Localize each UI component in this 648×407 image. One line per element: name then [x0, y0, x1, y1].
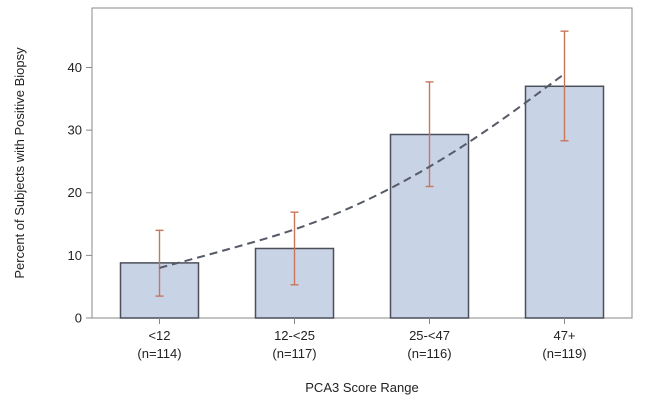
x-category-label: 12-<25: [274, 328, 315, 343]
error-bars-layer: [155, 30, 569, 297]
x-axis-title: PCA3 Score Range: [305, 380, 418, 395]
error-bar-3: [560, 30, 569, 142]
trend-line-layer: [159, 72, 566, 269]
plot-area-border: [91, 7, 633, 319]
x-category-count: (n=117): [272, 346, 316, 361]
plot-frame: [91, 7, 633, 319]
x-category-label: <12: [148, 328, 170, 343]
y-tick-label: 20: [68, 185, 82, 200]
error-bar-2: [425, 81, 434, 188]
y-tick-label: 40: [68, 60, 82, 75]
y-tick-label: 10: [68, 248, 82, 263]
y-tick-label: 30: [68, 123, 82, 138]
y-tick-label: 0: [75, 311, 82, 326]
x-category-label: 47+: [553, 328, 575, 343]
x-category-count: (n=116): [407, 346, 451, 361]
trend-line: [159, 72, 566, 269]
x-category-label: 25-<47: [409, 328, 450, 343]
x-category-count: (n=119): [542, 346, 586, 361]
error-bar-0: [155, 229, 164, 297]
x-category-count: (n=114): [137, 346, 181, 361]
x-axis-categories: <12 (n=114) 12-<25 (n=117) 25-<47 (n=116) 47+ (…: [137, 318, 587, 361]
y-axis-title: Percent of Subjects with Positive Biopsy: [12, 47, 27, 279]
error-bar-1: [290, 211, 299, 286]
y-axis-ticks: 0 10 20 30 40: [68, 60, 92, 326]
